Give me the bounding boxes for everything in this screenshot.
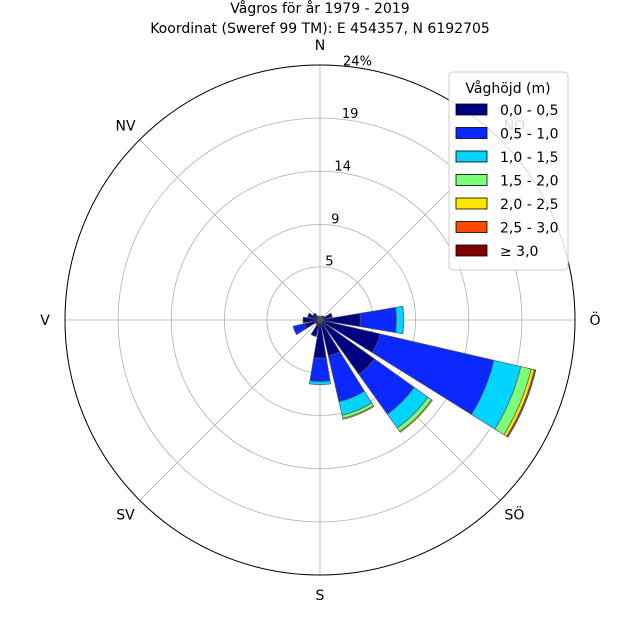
bar-Ö-series-1 [359,307,397,333]
direction-label-2: Ö [589,311,600,329]
legend: Våghöjd (m) 0,0 - 0,5 0,5 - 1,0 1,0 - 1,5 1… [448,71,569,271]
bar-S-series-1 [309,357,331,382]
direction-label-7: NV [116,119,136,135]
windrose-bars [292,305,537,438]
bar-V-series-0 [302,316,321,324]
bar-NV-series-0 [312,312,321,321]
chart-subtitle: Koordinat (Sweref 99 TM): E 454357, N 61… [150,21,490,37]
radial-tick-1: 9 [331,212,339,227]
direction-label-4: S [316,588,325,604]
legend-label-3: 1,5 - 2,0 [500,174,558,190]
radial-tick-0: 5 [325,254,333,269]
legend-swatch-1 [455,127,488,139]
bar-ÖNÖ-series-0 [319,312,333,321]
direction-label-6: V [40,313,50,329]
grid-spoke-7 [139,139,321,321]
legend-swatch-0 [455,103,488,116]
legend-label-6: ≥ 3,0 [500,244,538,260]
bar-SSV-series-0 [310,319,321,337]
legend-swatch-2 [455,150,488,163]
grid-spoke-5 [139,319,321,501]
legend-title: Våghöjd (m) [465,80,550,97]
legend-label-0: 0,0 - 0,5 [500,103,558,119]
legend-label-4: 2,0 - 2,5 [500,197,558,213]
legend-swatch-4 [455,197,488,210]
legend-box [448,71,569,271]
legend-label-5: 2,5 - 3,0 [500,221,558,237]
direction-label-5: SV [116,507,135,523]
legend-swatch-3 [455,174,488,186]
legend-label-1: 0,5 - 1,0 [500,127,558,143]
radial-tick-2: 14 [334,160,351,175]
bar-NNV-series-0 [317,315,321,321]
bar-ÖSÖ-series-6 [507,369,537,438]
legend-swatch-6 [455,244,488,257]
legend-label-2: 1,0 - 1,5 [500,150,558,166]
chart-title: Vågros för år 1979 - 2019 [230,0,409,17]
bar-Ö-series-2 [395,305,405,335]
bar-SSÖ-series-4 [342,405,375,420]
legend-swatch-5 [455,221,488,233]
radial-tick-3: 19 [342,107,359,122]
bar-VSV-series-1 [292,323,307,336]
bar-SÖ-series-4 [399,399,433,433]
bar-S-series-2 [308,380,332,386]
outer-frame [64,64,576,576]
direction-label-0: N [315,38,325,54]
direction-label-3: SÖ [505,505,525,523]
bar-VNV-series-0 [307,312,321,321]
radial-tick-4: 24% [343,54,372,69]
radial-tick-labels: 5 9 14 19 24% [325,54,372,269]
